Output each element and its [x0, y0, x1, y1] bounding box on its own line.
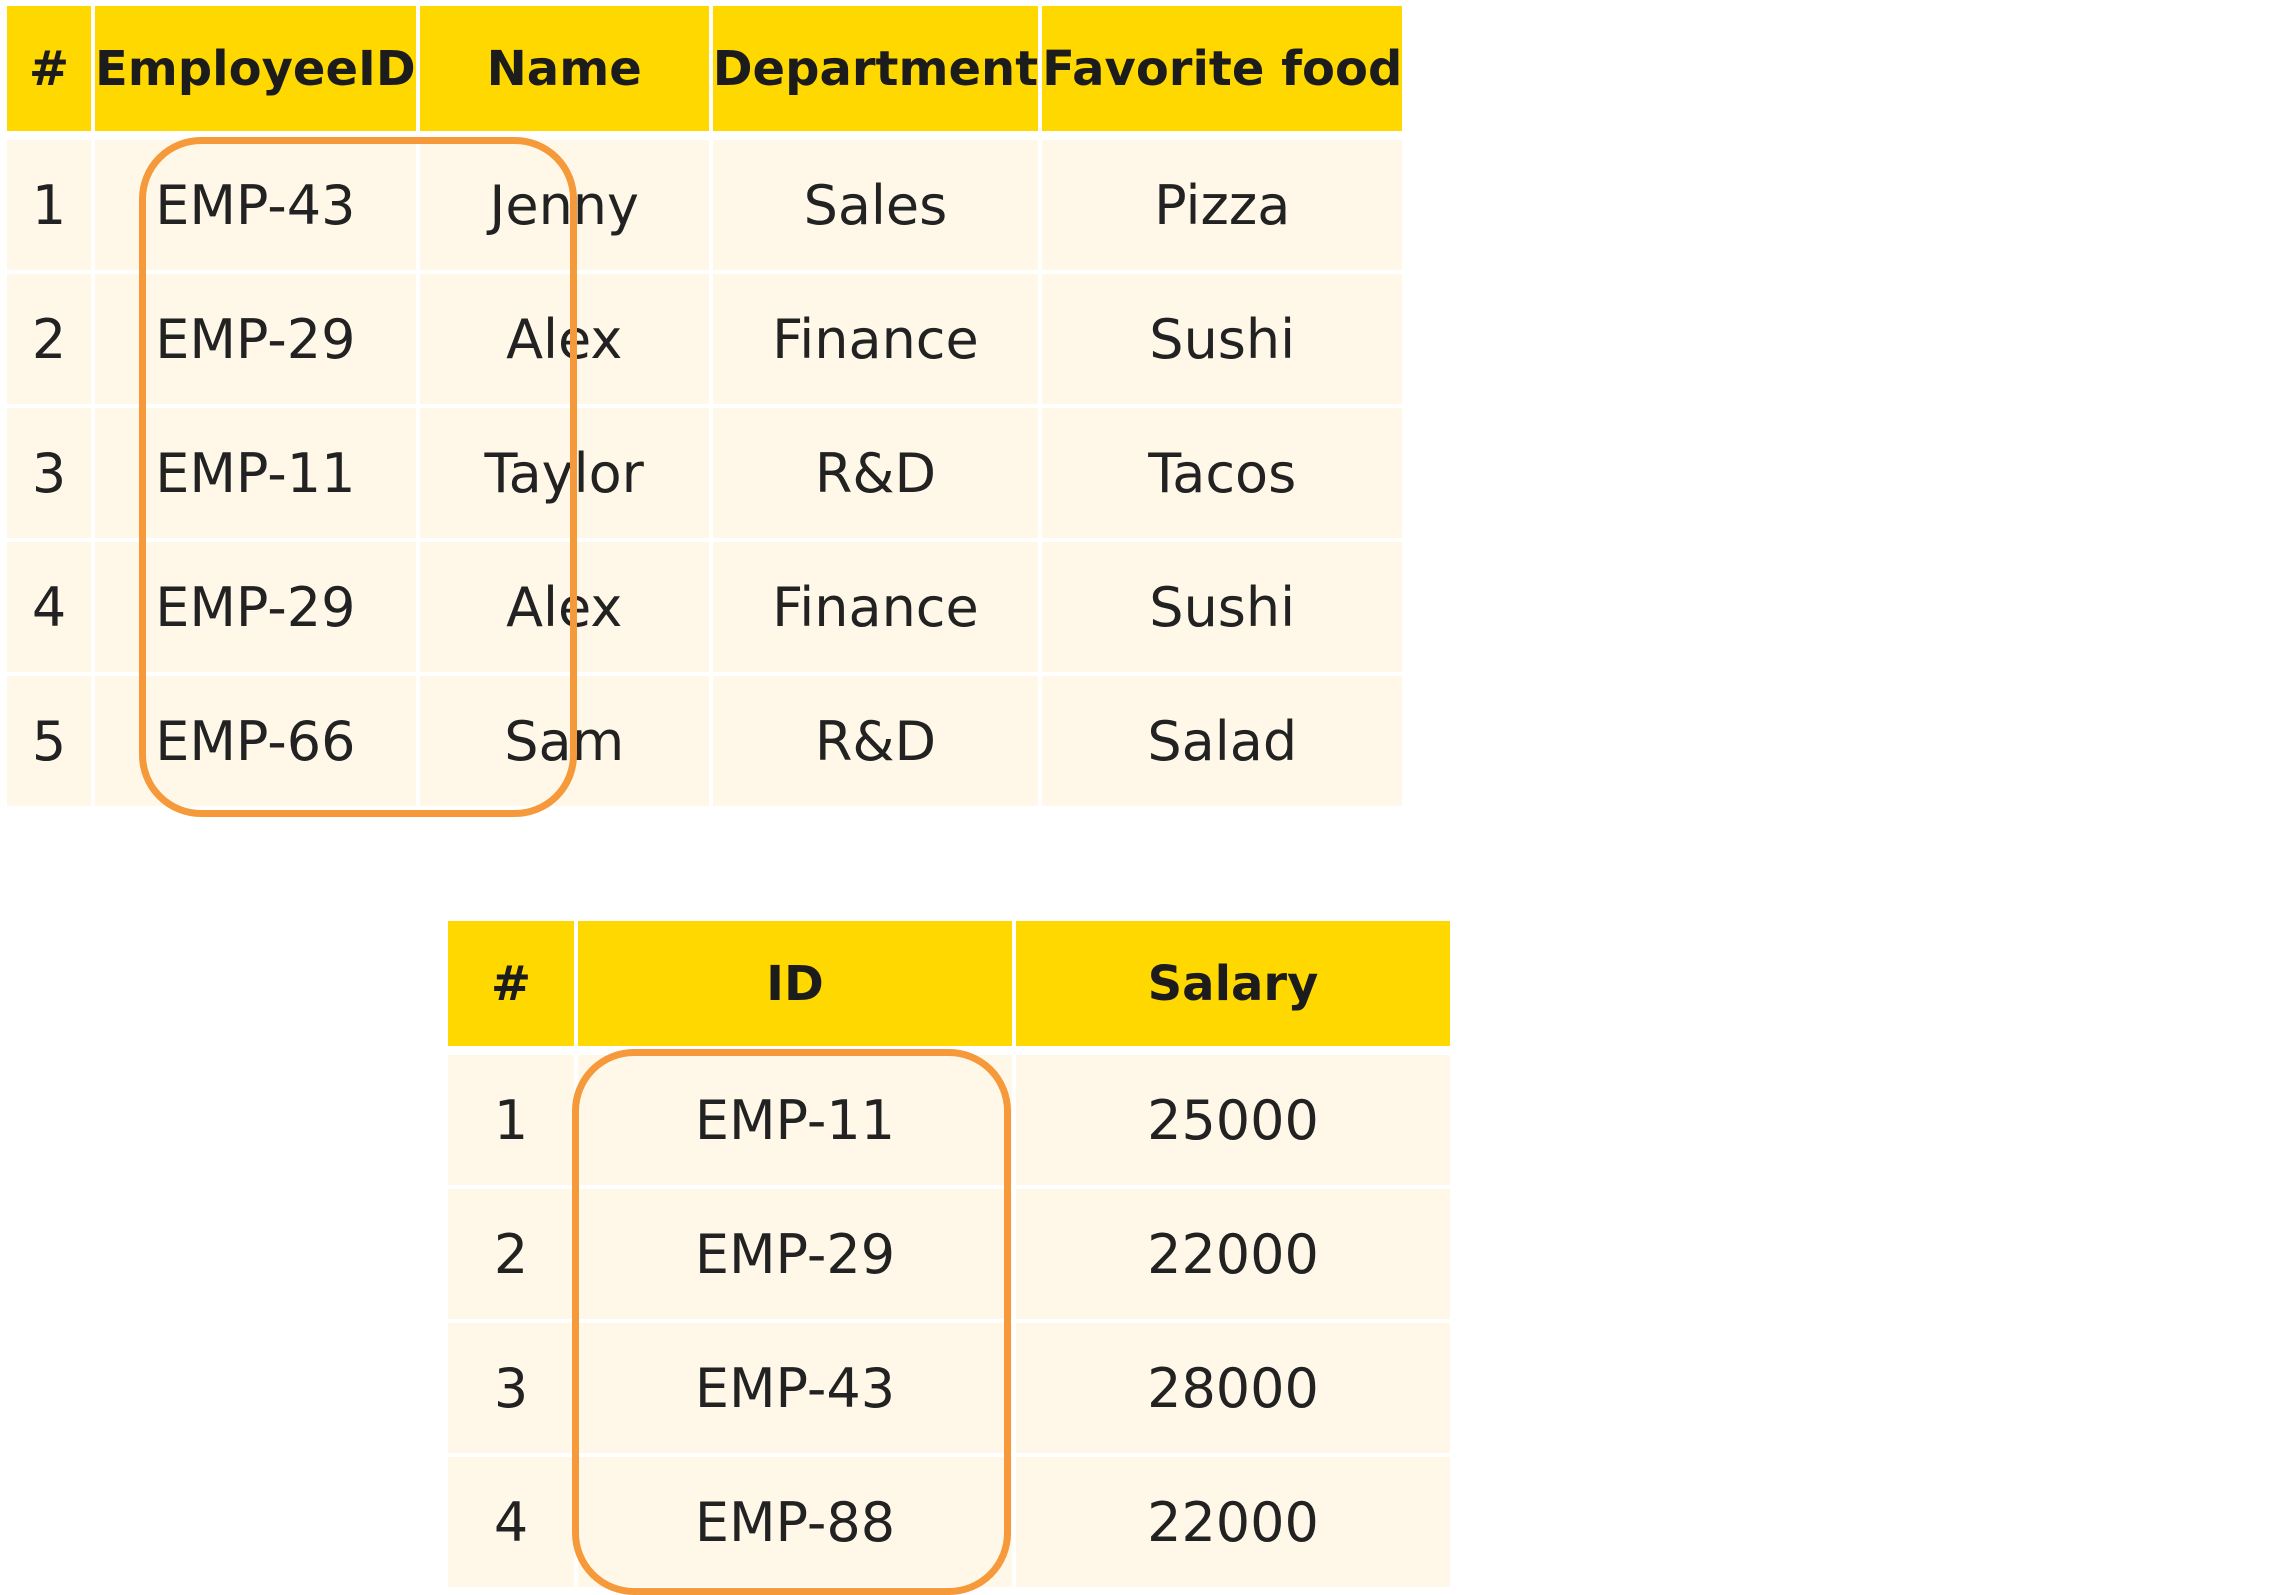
row-index-cell: 2 — [448, 1189, 574, 1323]
salary-cell: 22000 — [1016, 1457, 1450, 1587]
salaries-table: # ID Salary 1 EMP-11 25000 2 EMP-29 2200… — [444, 921, 1454, 1587]
favorite-food-cell: Salad — [1042, 676, 1403, 806]
employees-table: # EmployeeID Name Department Favorite fo… — [3, 6, 1406, 806]
column-header-salary: Salary — [1016, 921, 1450, 1055]
table-row: 1 EMP-43 Jenny Sales Pizza — [7, 140, 1403, 274]
table-row: 4 EMP-29 Alex Finance Sushi — [7, 542, 1403, 676]
favorite-food-cell: Tacos — [1042, 408, 1403, 542]
id-cell: EMP-88 — [578, 1457, 1012, 1587]
department-cell: R&D — [712, 676, 1039, 806]
table-row: 3 EMP-11 Taylor R&D Tacos — [7, 408, 1403, 542]
column-header-department: Department — [712, 6, 1039, 140]
row-index-cell: 2 — [7, 274, 91, 408]
table-row: 5 EMP-66 Sam R&D Salad — [7, 676, 1403, 806]
table-row: 1 EMP-11 25000 — [448, 1055, 1450, 1189]
table-row: 3 EMP-43 28000 — [448, 1323, 1450, 1457]
row-index-cell: 1 — [7, 140, 91, 274]
row-index-cell: 5 — [7, 676, 91, 806]
favorite-food-cell: Sushi — [1042, 274, 1403, 408]
table-row: 4 EMP-88 22000 — [448, 1457, 1450, 1587]
employee-id-cell: EMP-29 — [95, 542, 416, 676]
row-index-cell: 4 — [448, 1457, 574, 1587]
name-cell: Alex — [419, 542, 709, 676]
header-row: # ID Salary — [448, 921, 1450, 1055]
employee-id-cell: EMP-66 — [95, 676, 416, 806]
employee-id-cell: EMP-11 — [95, 408, 416, 542]
salary-cell: 28000 — [1016, 1323, 1450, 1457]
employee-id-cell: EMP-43 — [95, 140, 416, 274]
department-cell: Finance — [712, 542, 1039, 676]
name-cell: Taylor — [419, 408, 709, 542]
header-row: # EmployeeID Name Department Favorite fo… — [7, 6, 1403, 140]
column-header-favorite-food: Favorite food — [1042, 6, 1403, 140]
name-cell: Alex — [419, 274, 709, 408]
favorite-food-cell: Pizza — [1042, 140, 1403, 274]
column-header-index: # — [448, 921, 574, 1055]
column-header-id: ID — [578, 921, 1012, 1055]
column-header-index: # — [7, 6, 91, 140]
table-row: 2 EMP-29 Alex Finance Sushi — [7, 274, 1403, 408]
id-cell: EMP-29 — [578, 1189, 1012, 1323]
row-index-cell: 4 — [7, 542, 91, 676]
salary-cell: 22000 — [1016, 1189, 1450, 1323]
department-cell: Sales — [712, 140, 1039, 274]
column-header-employee-id: EmployeeID — [95, 6, 416, 140]
column-header-name: Name — [419, 6, 709, 140]
name-cell: Jenny — [419, 140, 709, 274]
id-cell: EMP-11 — [578, 1055, 1012, 1189]
row-index-cell: 3 — [7, 408, 91, 542]
id-cell: EMP-43 — [578, 1323, 1012, 1457]
salary-cell: 25000 — [1016, 1055, 1450, 1189]
row-index-cell: 3 — [448, 1323, 574, 1457]
row-index-cell: 1 — [448, 1055, 574, 1189]
name-cell: Sam — [419, 676, 709, 806]
table-row: 2 EMP-29 22000 — [448, 1189, 1450, 1323]
department-cell: Finance — [712, 274, 1039, 408]
department-cell: R&D — [712, 408, 1039, 542]
employee-id-cell: EMP-29 — [95, 274, 416, 408]
favorite-food-cell: Sushi — [1042, 542, 1403, 676]
